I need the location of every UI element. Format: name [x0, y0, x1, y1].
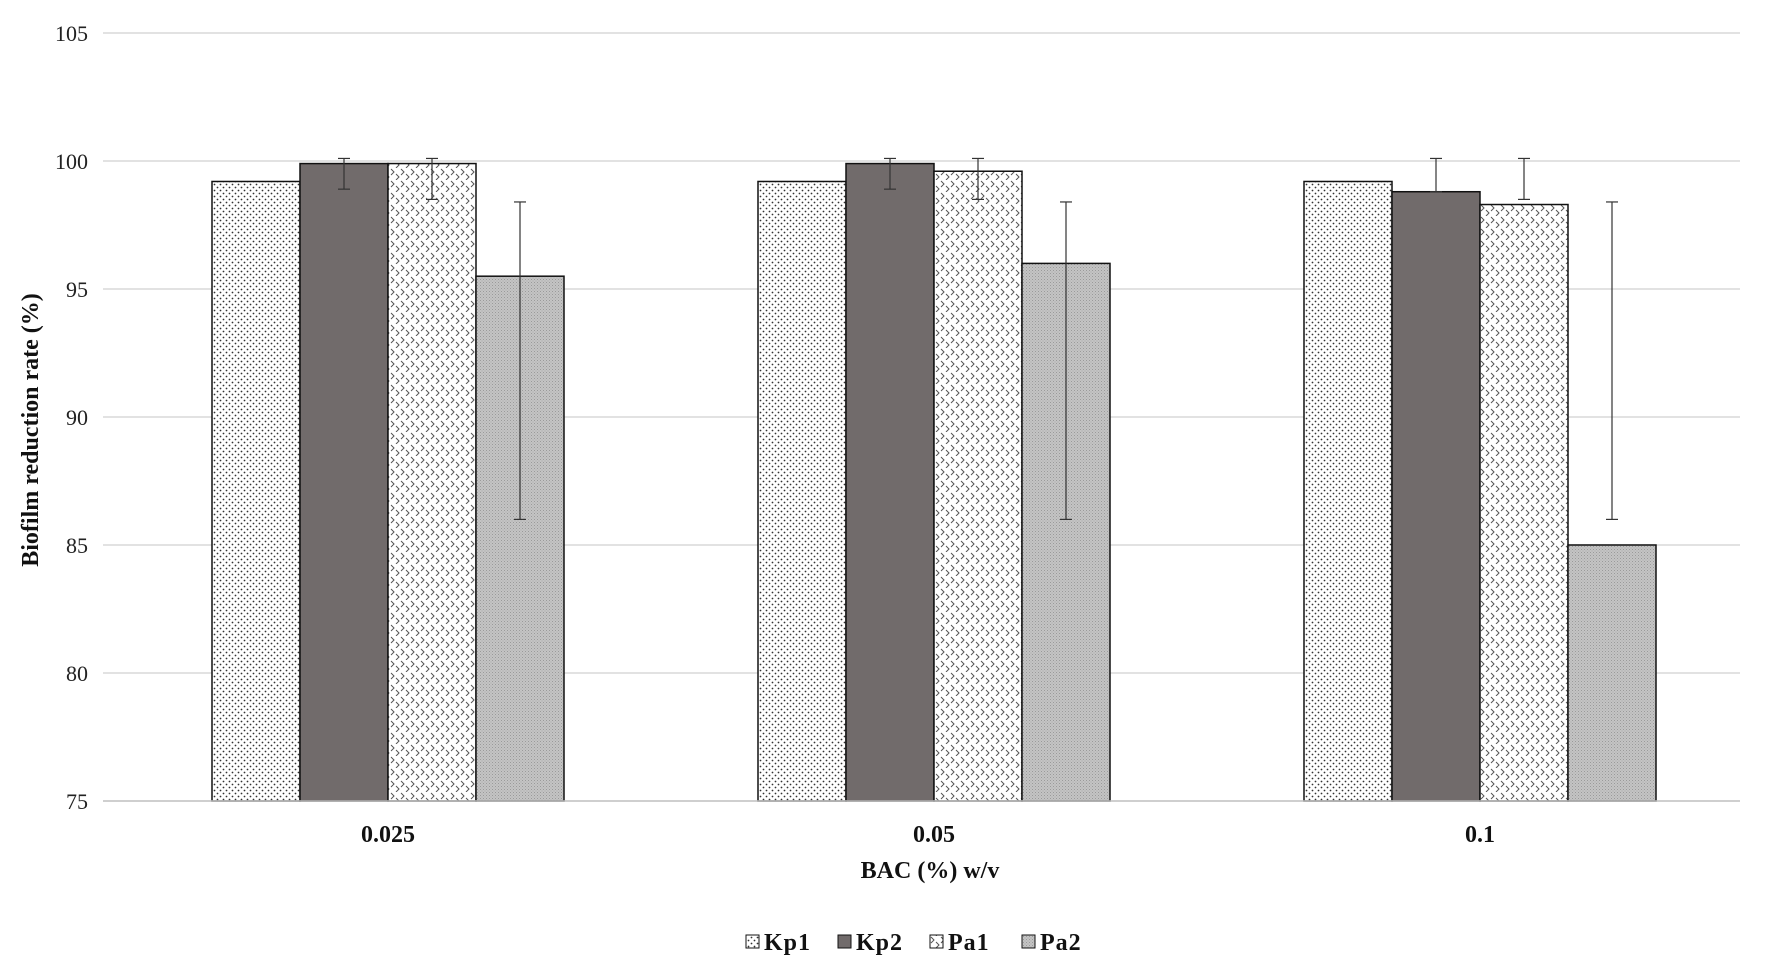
legend: Kp1 Kp2 Pa1 Pa2 — [745, 930, 1082, 956]
legend-label: Pa1 — [948, 930, 990, 956]
bars — [211, 162, 1657, 802]
y-tick-label: 90 — [66, 405, 88, 430]
error-bar — [426, 157, 438, 200]
y-tick-label: 100 — [55, 149, 88, 174]
bar-kp2-0_025 — [299, 162, 389, 802]
legend-label: Kp2 — [856, 930, 903, 956]
y-axis-ticks: 75 80 85 90 95 100 105 — [55, 21, 88, 814]
x-category-label: 0.1 — [1465, 822, 1495, 848]
legend-swatch — [1021, 934, 1036, 949]
x-category-label: 0.05 — [913, 822, 955, 848]
error-bar — [514, 201, 526, 521]
error-bar — [1606, 201, 1618, 521]
x-axis-title: BAC (%) w/v — [861, 858, 1000, 884]
legend-swatch — [837, 934, 852, 949]
bar-kp2-0_1 — [1391, 190, 1481, 802]
error-bar — [1430, 157, 1442, 193]
x-axis-category-labels: 0.025 0.05 0.1 — [361, 822, 1495, 848]
legend-item-kp1: Kp1 — [745, 930, 811, 956]
bar-pa1-0_05 — [933, 170, 1023, 802]
error-bar — [972, 157, 984, 200]
legend-swatch — [745, 934, 760, 949]
bar-pa1-0_1 — [1479, 203, 1569, 802]
legend-item-pa2: Pa2 — [1021, 930, 1082, 956]
error-bar — [884, 157, 896, 190]
legend-item-kp2: Kp2 — [837, 930, 903, 956]
x-category-label: 0.025 — [361, 822, 415, 848]
y-tick-label: 80 — [66, 661, 88, 686]
error-bar — [1060, 201, 1072, 521]
bar-pa2-0_1 — [1567, 544, 1657, 802]
legend-item-pa1: Pa1 — [929, 930, 990, 956]
bar-kp1-0_1 — [1303, 180, 1393, 802]
y-tick-label: 85 — [66, 533, 88, 558]
bar-kp1-0_025 — [211, 180, 301, 802]
legend-swatch — [929, 934, 944, 949]
y-axis-title: Biofilm reduction rate (%) — [18, 293, 44, 567]
legend-label: Kp1 — [764, 930, 811, 956]
error-bar — [1518, 157, 1530, 200]
y-tick-label: 105 — [55, 21, 88, 46]
legend-label: Pa2 — [1040, 930, 1082, 956]
bar-kp2-0_05 — [845, 162, 935, 802]
error-bar — [338, 157, 350, 190]
y-tick-label: 95 — [66, 277, 88, 302]
bar-kp1-0_05 — [757, 180, 847, 802]
bar-pa1-0_025 — [387, 162, 477, 802]
y-tick-label: 75 — [66, 789, 88, 814]
error-bars — [338, 157, 1618, 521]
